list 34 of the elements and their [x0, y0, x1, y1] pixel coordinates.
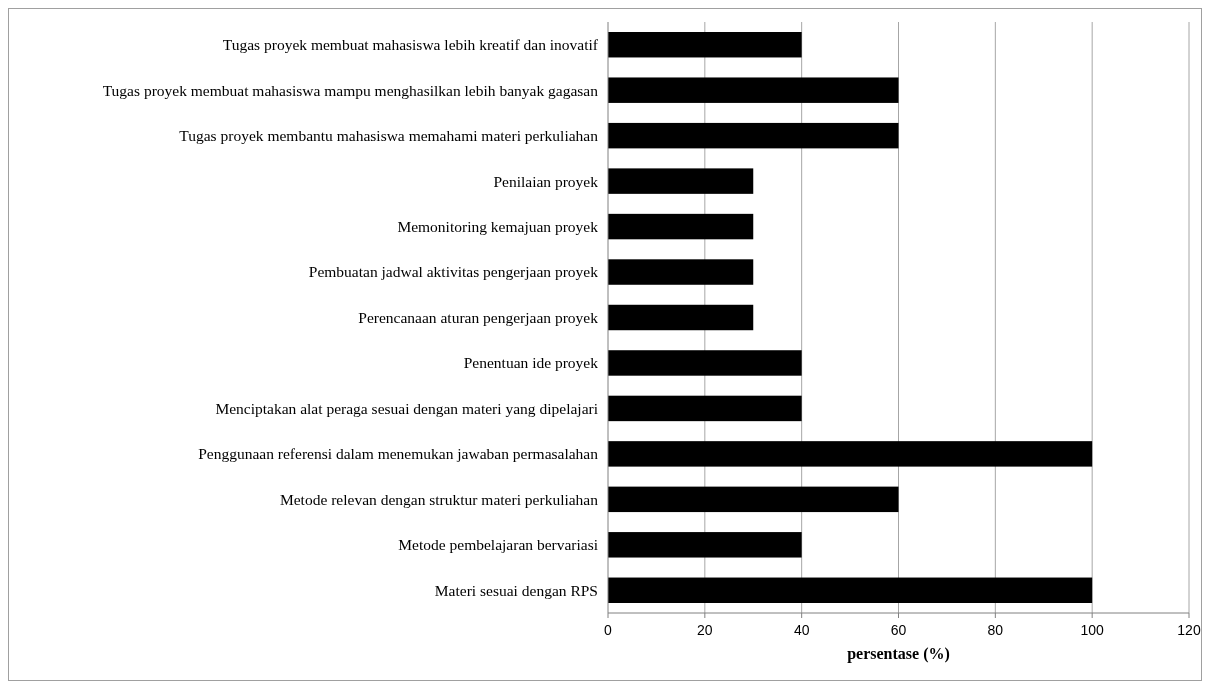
bar: [608, 168, 754, 194]
bar: [608, 304, 754, 331]
y-tick-label: Tugas proyek membuat mahasiswa lebih kreatif dan inovatif: [222, 36, 599, 54]
y-tick-label: Perencanaan aturan pengerjaan proyek: [358, 308, 599, 326]
y-tick-label: Metode pembelajaran bervariasi: [398, 536, 599, 554]
y-tick-label: Tugas proyek membuat mahasiswa mampu menghasilkan lebih banyak gagasan: [102, 81, 599, 99]
bar: [608, 259, 754, 285]
bar: [608, 577, 1093, 603]
bar: [608, 441, 1093, 467]
y-tick-label: Penggunaan referensi dalam menemukan jawaban permasalahan: [198, 445, 599, 463]
y-tick-label: Menciptakan alat peraga sesuai dengan materi yang dipelajari: [215, 399, 599, 417]
bar: [608, 395, 802, 422]
x-tick-label: 120: [1177, 622, 1201, 638]
y-tick-label: Materi sesuai dengan RPS: [434, 581, 598, 599]
y-tick-label: Penentuan ide proyek: [463, 354, 599, 372]
y-tick-label: Memonitoring kemajuan proyek: [397, 218, 599, 235]
x-tick-label: 60: [890, 622, 907, 638]
y-tick-label: Tugas proyek membantu mahasiswa memahami materi perkuliahan: [179, 127, 599, 145]
x-axis-title: persentase (%): [847, 645, 950, 663]
x-tick-label: 40: [793, 622, 810, 638]
y-tick-label: Pembuatan jadwal aktivitas pengerjaan proyek: [308, 263, 599, 281]
x-tick-label: 80: [987, 622, 1004, 638]
bar: [608, 77, 899, 103]
bar: [608, 350, 802, 376]
bar: [608, 32, 802, 58]
x-tick-label: 100: [1080, 622, 1105, 638]
bar: [608, 122, 899, 149]
y-tick-label: Metode relevan dengan struktur materi perkuliahan: [279, 490, 599, 508]
x-tick-label: 0: [604, 622, 613, 638]
bar: [608, 213, 754, 240]
bar: [608, 486, 899, 513]
bar: [608, 532, 802, 558]
y-tick-label: Penilaian proyek: [493, 172, 599, 190]
x-tick-label: 20: [697, 622, 713, 638]
